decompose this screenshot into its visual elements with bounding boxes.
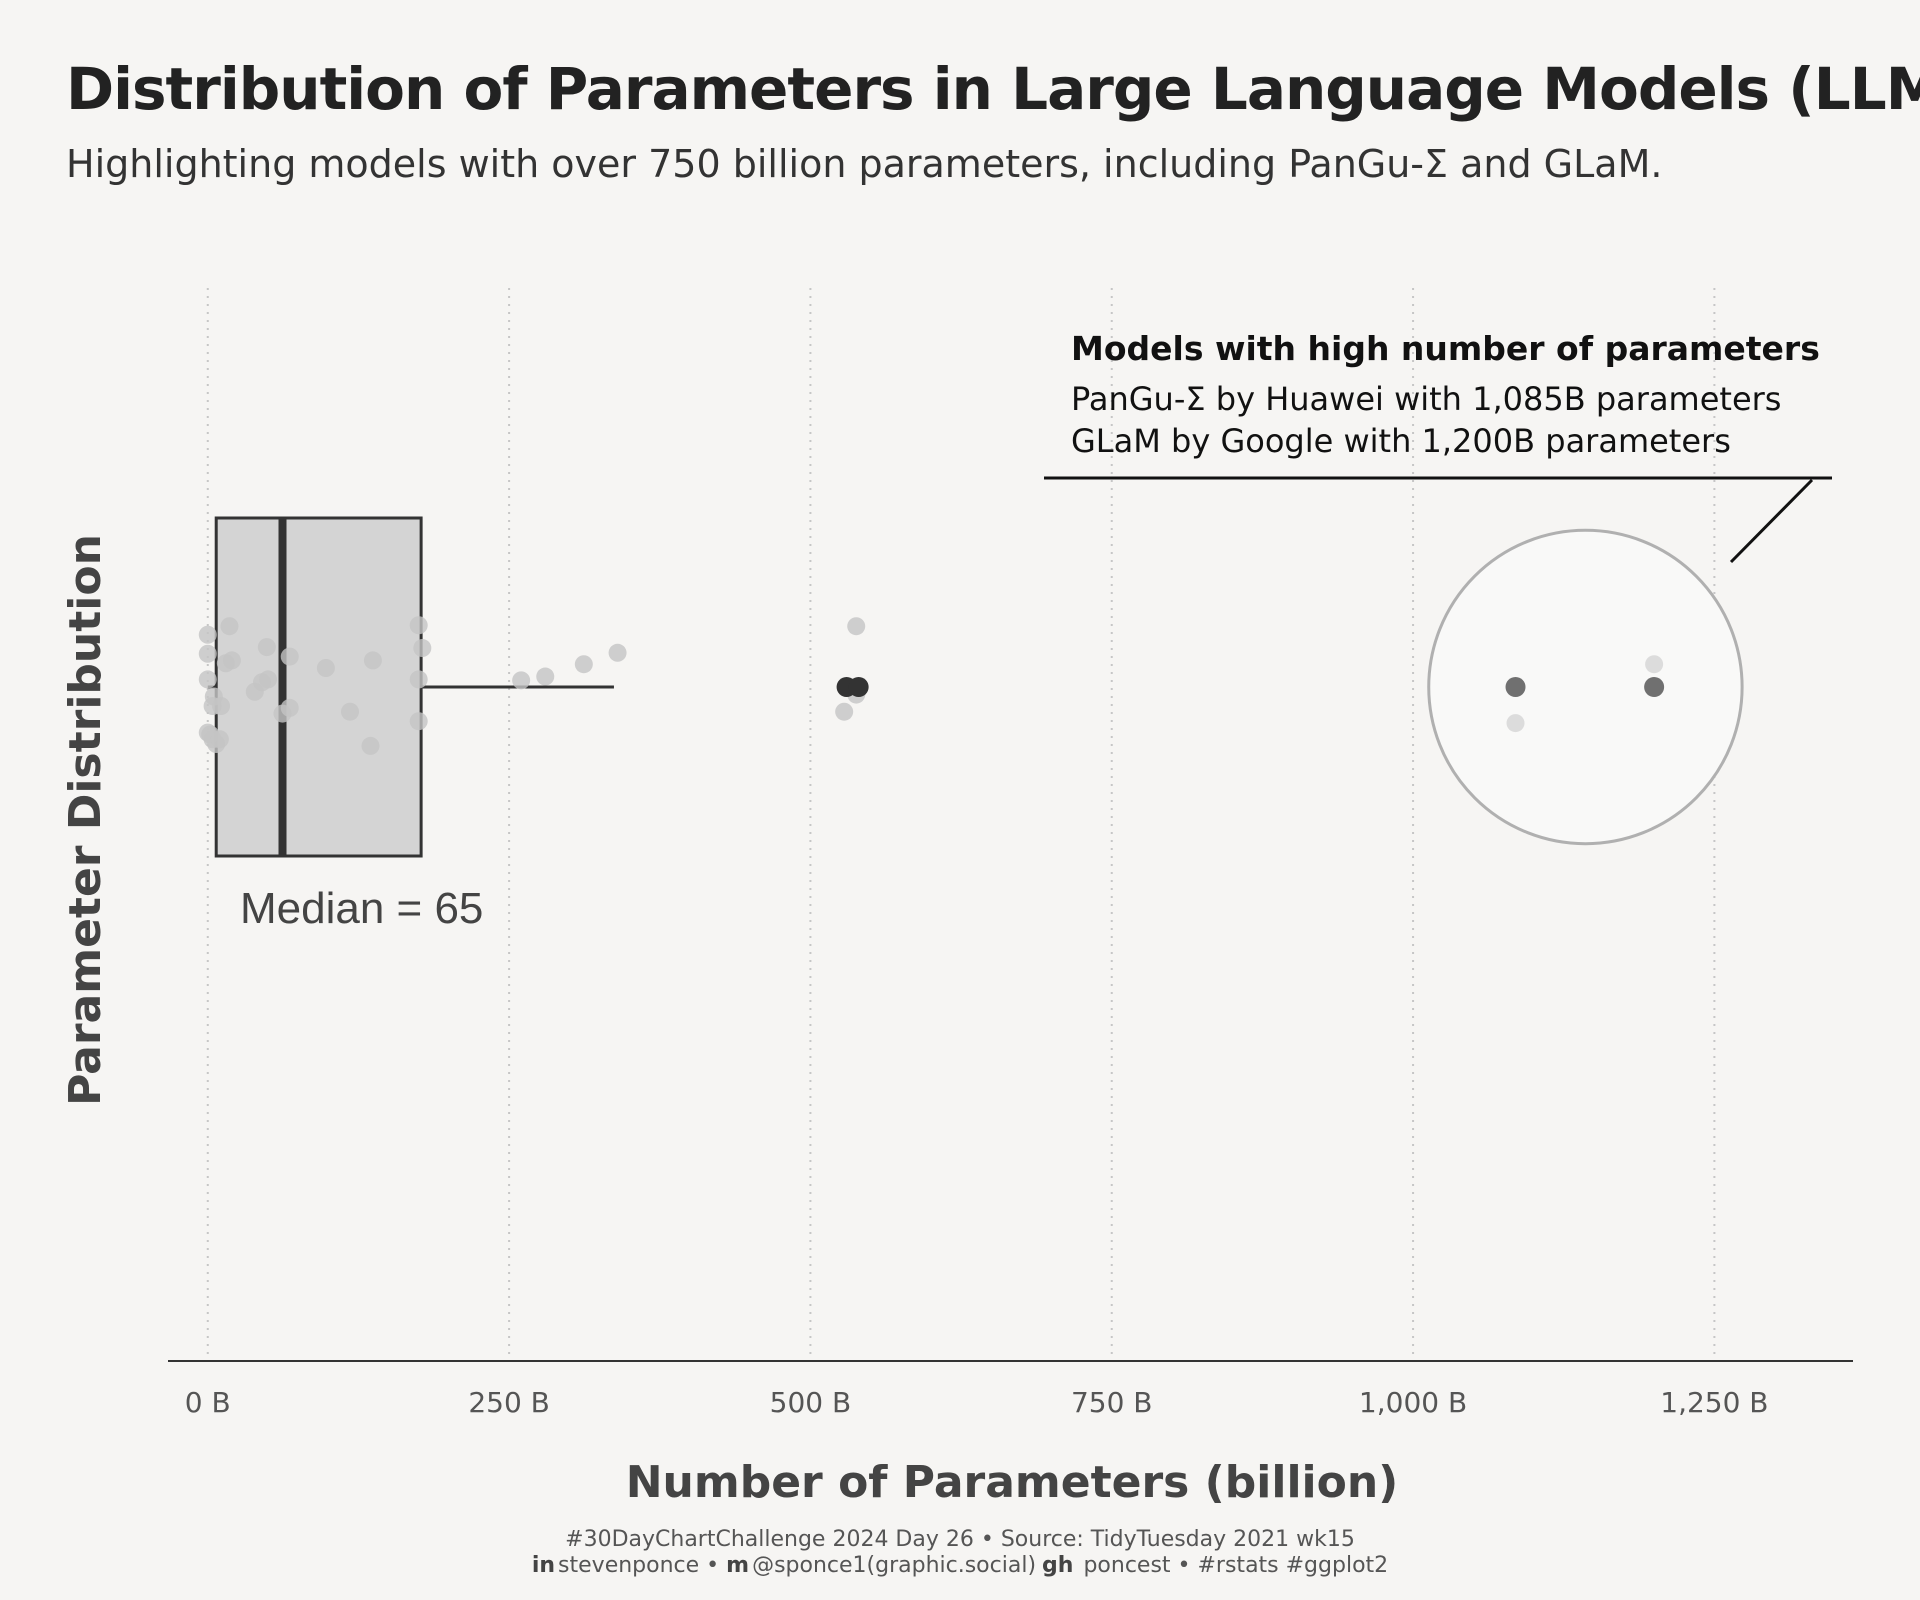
median-label: Median = 65 <box>240 884 483 933</box>
outlier-point <box>848 677 869 697</box>
linkedin-icon[interactable]: in <box>531 1553 556 1578</box>
chart-title: Distribution of Parameters in Large Lang… <box>66 55 1920 123</box>
x-tick-labels: 0 B 250 B 500 B 750 B 1,000 B 1,250 B <box>185 1386 1769 1419</box>
jitter-point <box>847 617 866 636</box>
jitter-point <box>361 736 380 755</box>
jitter-point <box>198 670 217 689</box>
footer-github-tags[interactable]: poncest • #rstats #ggplot2 <box>1076 1553 1389 1578</box>
x-tick-label: 750 B <box>1071 1386 1153 1419</box>
jitter-point <box>512 671 531 690</box>
jitter-point <box>835 702 854 721</box>
jitter-point <box>409 670 428 689</box>
annotation-line-1: PanGu-Σ by Huawei with 1,085B parameters <box>1071 380 1781 418</box>
x-tick-label: 1,000 B <box>1359 1386 1467 1419</box>
annotation-heading: Models with high number of parameters <box>1071 329 1820 368</box>
jitter-point <box>316 659 335 677</box>
jitter-point <box>363 651 382 670</box>
jitter-point <box>220 617 239 636</box>
footer-mastodon-handle[interactable]: @sponce1(graphic.social) <box>752 1553 1037 1578</box>
annotation-leader <box>1729 478 1814 564</box>
jitter-point <box>222 651 241 670</box>
jitter-point <box>409 712 428 731</box>
jitter-point <box>280 647 299 666</box>
jitter-point <box>210 730 229 749</box>
points-layer <box>198 616 1665 755</box>
jitter-point <box>608 643 627 662</box>
jitter-point <box>280 698 299 717</box>
interquartile-box <box>214 516 423 858</box>
jitter-point <box>257 638 276 657</box>
faint-point <box>1645 655 1664 674</box>
highlight-circle <box>1427 528 1744 846</box>
jitter-point <box>574 655 593 674</box>
github-icon[interactable]: gh <box>1042 1553 1074 1578</box>
jitter-point <box>536 667 555 686</box>
jitter-point <box>413 639 432 658</box>
x-tick-label: 0 B <box>185 1386 231 1419</box>
highlight-layer <box>1427 528 1744 846</box>
x-axis-title: Number of Parameters (billion) <box>626 1457 1399 1508</box>
jitter-point <box>212 697 231 715</box>
footer-source: #30DayChartChallenge 2024 Day 26 • Sourc… <box>565 1527 1355 1552</box>
faint-point <box>1506 714 1525 733</box>
jitter-point <box>198 625 217 644</box>
y-axis-title: Parameter Distribution <box>60 534 111 1106</box>
footer-line-1: #30DayChartChallenge 2024 Day 26 • Sourc… <box>0 1527 1920 1552</box>
x-tick-label: 250 B <box>468 1386 550 1419</box>
x-tick-label: 500 B <box>770 1386 852 1419</box>
footer-linkedin-handle[interactable]: stevenponce • <box>558 1553 727 1578</box>
outlier-point <box>1644 677 1665 697</box>
jitter-point <box>259 670 278 689</box>
mastodon-icon[interactable]: m <box>726 1553 750 1578</box>
jitter-point <box>409 616 428 635</box>
x-gridlines <box>206 288 1716 1361</box>
annotation-line-2: GLaM by Google with 1,200B parameters <box>1071 422 1731 460</box>
chart-subtitle: Highlighting models with over 750 billio… <box>66 142 1663 186</box>
jitter-point <box>198 644 217 663</box>
x-tick-label: 1,250 B <box>1660 1386 1768 1419</box>
jitter-point <box>340 702 359 721</box>
footer-line-2: in stevenponce • m @sponce1(graphic.social… <box>0 1553 1920 1578</box>
outlier-point <box>1505 677 1526 697</box>
